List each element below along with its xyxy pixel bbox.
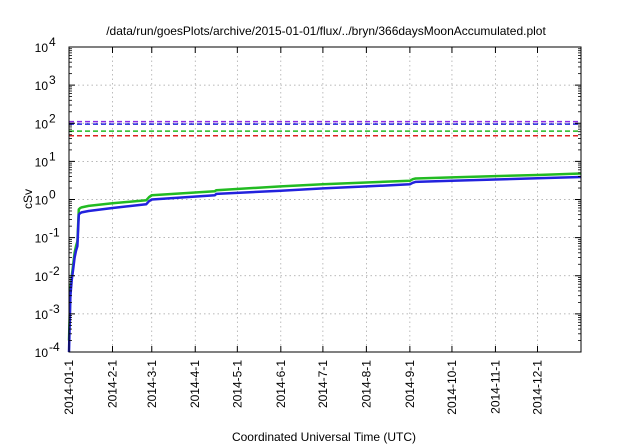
x-tick-label: 2014-4-1 bbox=[188, 360, 202, 408]
y-tick-exponent: -4 bbox=[49, 340, 60, 354]
y-tick-exponent: 2 bbox=[49, 111, 56, 125]
series-line bbox=[67, 172, 582, 341]
x-tick-label: 2014-7-1 bbox=[316, 360, 330, 408]
y-tick-exponent: 4 bbox=[49, 35, 56, 49]
x-tick-label: 2014-10-1 bbox=[445, 360, 459, 415]
y-tick-label: 10 bbox=[35, 155, 49, 169]
x-tick-label: 2014-8-1 bbox=[359, 360, 373, 408]
y-tick-exponent: -3 bbox=[49, 302, 60, 316]
y-tick-exponent: 3 bbox=[49, 73, 56, 87]
x-tick-label: 2014-3-1 bbox=[145, 360, 159, 408]
y-tick-exponent: 1 bbox=[49, 149, 56, 163]
x-tick-label: 2014-11-1 bbox=[488, 360, 502, 414]
y-tick-label: 10 bbox=[35, 270, 49, 284]
y-tick-label: 10 bbox=[35, 346, 49, 360]
y-tick-exponent: 0 bbox=[49, 188, 56, 202]
x-tick-label: 2014-6-1 bbox=[274, 360, 288, 408]
x-tick-label: 2014-9-1 bbox=[403, 360, 417, 408]
y-tick-exponent: -1 bbox=[49, 226, 60, 240]
y-tick-label: 10 bbox=[35, 117, 49, 131]
x-tick-label: 2014-2-1 bbox=[105, 360, 119, 408]
reference-lines bbox=[69, 120, 581, 137]
x-tick-label: 2014-5-1 bbox=[230, 360, 244, 408]
x-tick-label: 2014-12-1 bbox=[531, 360, 545, 415]
grid bbox=[69, 47, 581, 352]
y-tick-exponent: -2 bbox=[49, 264, 60, 278]
y-tick-label: 10 bbox=[35, 79, 49, 93]
series-lines bbox=[67, 172, 582, 353]
x-ticks: 2014-01-1 2014-2-1 2014-3-1 2014-4-1 2014-5-… bbox=[62, 47, 545, 415]
x-axis-title: Coordinated Universal Time (UTC) bbox=[232, 430, 416, 444]
y-axis-title: cSv bbox=[21, 189, 35, 209]
y-tick-label: 10 bbox=[35, 194, 49, 208]
x-tick-label: 2014-01-1 bbox=[62, 360, 76, 415]
y-tick-label: 10 bbox=[35, 41, 49, 55]
series-line bbox=[67, 175, 582, 353]
y-tick-label: 10 bbox=[35, 308, 49, 322]
y-tick-label: 10 bbox=[35, 232, 49, 246]
chart-title: /data/run/goesPlots/archive/2015-01-01/f… bbox=[106, 24, 546, 38]
